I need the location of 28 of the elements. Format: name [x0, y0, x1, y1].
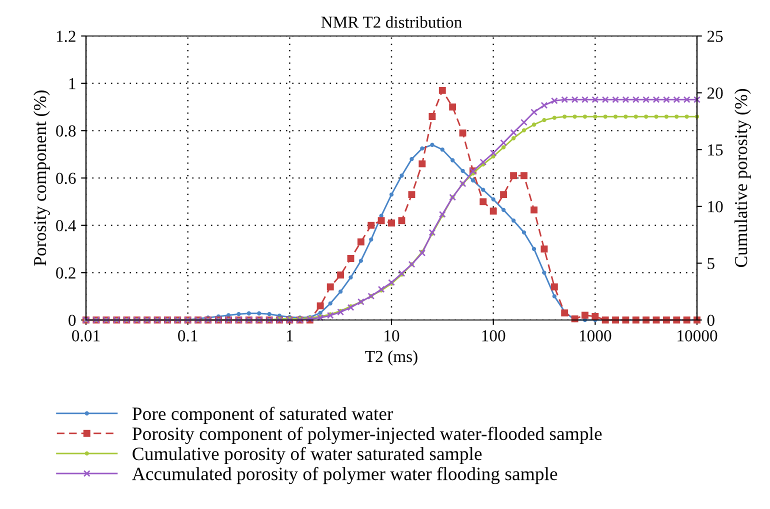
y2-tick-label: 25	[707, 30, 723, 42]
y2-axis-title: Cumulative porosity (%)	[734, 89, 751, 268]
chart-title: NMR T2 distribution	[321, 16, 462, 28]
x-tick-label: 10000	[678, 330, 718, 342]
y2-tick-label: 10	[708, 201, 723, 212]
x-tick-label: 1000	[580, 330, 612, 342]
y-tick-label: 0.4	[56, 220, 76, 232]
y-tick-label: 1	[69, 78, 76, 90]
y2-tick-label: 5	[708, 258, 714, 270]
x-tick-label: 10	[384, 330, 400, 342]
x-tick-label: 0.01	[72, 330, 100, 342]
y-tick-label: 0	[68, 314, 76, 326]
x-tick-label: 1	[286, 330, 293, 342]
y-tick-label: 0.6	[56, 172, 76, 184]
x-tick-label: 0.1	[178, 330, 198, 342]
y2-tick-label: 20	[707, 88, 723, 99]
legend-label: Accumulated porosity of polymer water flooding sample	[132, 466, 558, 484]
x-tick-label: 100	[482, 330, 506, 342]
y-tick-label: 0.2	[56, 267, 76, 279]
legend-label: Pore component of saturated water	[132, 406, 394, 424]
y2-tick-label: 0	[707, 314, 714, 326]
y-tick-label: 0.8	[56, 125, 76, 137]
y2-tick-label: 15	[708, 144, 723, 156]
y-tick-label: 1.2	[56, 30, 76, 42]
x-axis-title: T2 (ms)	[365, 350, 418, 366]
y-axis-title: Porosity component (%)	[33, 90, 50, 266]
legend-label: Cumulative porosity of water saturated sample	[132, 446, 482, 464]
legend-label: Porosity component of polymer-injected water-flooded sample	[132, 426, 602, 444]
